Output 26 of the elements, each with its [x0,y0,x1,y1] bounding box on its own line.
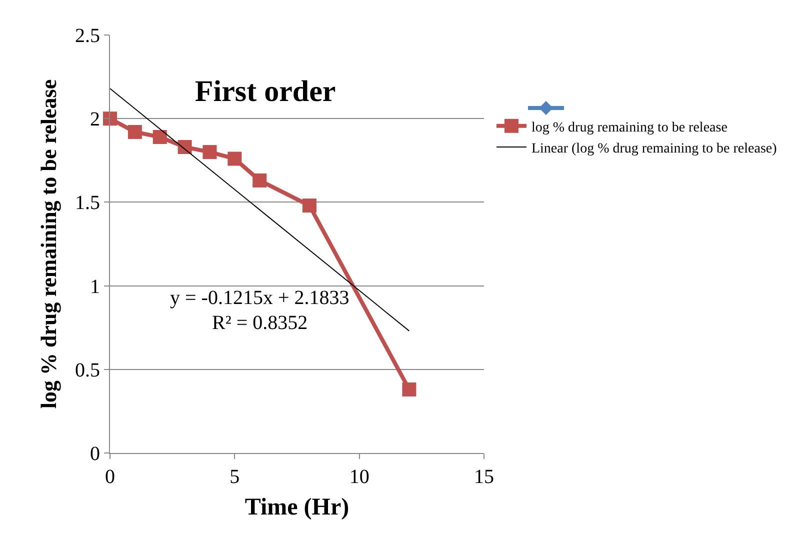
y-tick-label: 0.5 [75,359,100,382]
annotation: R² = 0.8352 [212,312,308,334]
y-tick-label: 1 [90,276,100,298]
point [228,152,242,166]
text: First order [194,74,336,108]
legend-label: log % drug remaining to be release [531,120,728,136]
y-tick-label: 2 [90,108,100,131]
point [202,145,217,160]
point [302,198,316,213]
x-tick-label: 0 [105,466,115,488]
y-tick-label: 1.5 [75,192,100,214]
x-tick-label: 15 [474,466,494,488]
point [128,124,142,139]
y-tick-label: 2.5 [75,25,100,47]
x-tick-label: 5 [230,466,240,488]
annotation: y = -0.1215x + 2.1833 [170,287,350,309]
y-tick-label: 0 [90,443,100,465]
y-axis-title: log % drug remaining to be release [36,79,61,409]
point [252,173,267,188]
point [402,382,416,396]
legend-label: Linear (log % drug remaining to be release) [531,142,778,156]
x-axis-title: Time (Hr) [244,494,350,520]
point [178,140,192,154]
x-tick-label: 10 [349,466,370,488]
point [103,112,117,126]
point [152,130,167,144]
